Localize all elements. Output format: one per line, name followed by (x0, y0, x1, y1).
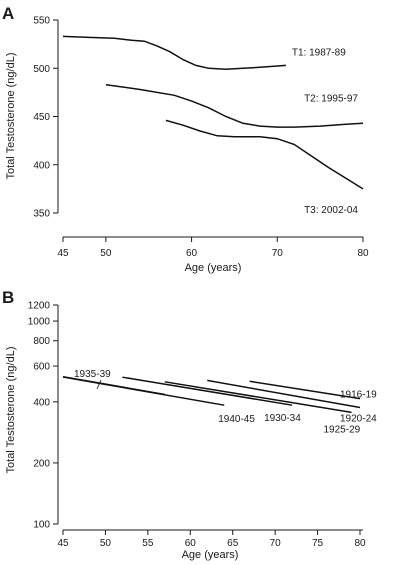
panel-a-x-tick-label: 60 (186, 248, 198, 259)
panel-a-x-axis-title: Age (years) (185, 262, 242, 274)
panel-a-y-tick-label: 350 (33, 209, 50, 220)
series-line-t2-1995-97 (105, 83, 364, 128)
panel-b-label: B (2, 288, 14, 307)
series-label-1925-29: 1925-29 (324, 424, 361, 435)
panel-b: B 100 200 400 600 800 1000 1200 45 50 55 60 65 70 75… (2, 288, 377, 561)
series-label-leader-1935-39 (96, 379, 102, 390)
panel-b-y-tick-label: 400 (33, 397, 50, 408)
panel-b-y-tick-label: 200 (33, 458, 50, 469)
panel-a-x-tick-label: 50 (100, 248, 112, 259)
panel-b-x-axis-title: Age (years) (182, 549, 239, 561)
series-line-1925-29 (164, 381, 352, 414)
panel-b-x-tick-label: 45 (57, 538, 69, 549)
series-label-t3-2002-04: T3: 2002-04 (304, 205, 358, 216)
series-label-1930-34: 1930-34 (264, 413, 301, 424)
panel-a-y-tick-label: 400 (33, 160, 50, 171)
series-line-t1-1987-89 (62, 35, 286, 70)
panel-a-label: A (2, 4, 14, 23)
panel-b-x-tick-label: 60 (185, 538, 197, 549)
panel-a-x-tick-label: 70 (272, 248, 284, 259)
series-label-t2-1995-97: T2: 1995-97 (304, 93, 358, 104)
panel-b-x-tick-label: 75 (312, 538, 324, 549)
panel-b-y-tick-label: 1000 (28, 317, 51, 328)
series-line-1930-34 (122, 376, 293, 406)
panel-a-y-tick-label: 550 (33, 16, 50, 27)
series-label-1916-19: 1916-19 (340, 390, 377, 401)
series-line-1920-24 (207, 379, 361, 409)
panel-b-x-tick-label: 55 (142, 538, 154, 549)
panel-a: A 350 400 450 500 550 45 50 60 70 80 T1: 1987-89… (2, 4, 369, 274)
panel-a-y-tick-label: 450 (33, 112, 50, 123)
series-line-1940-45 (62, 376, 225, 406)
series-label-1940-45: 1940-45 (218, 414, 255, 425)
panel-a-x-tick-label: 80 (357, 248, 369, 259)
panel-b-x-tick-label: 80 (354, 538, 366, 549)
panel-b-y-tick-label: 800 (33, 336, 50, 347)
panel-a-x-tick-label: 45 (57, 248, 69, 259)
series-label-1935-39: 1935-39 (74, 369, 111, 380)
panel-b-y-tick-label: 1200 (28, 301, 51, 312)
series-label-t1-1987-89: T1: 1987-89 (292, 47, 346, 58)
panel-b-x-tick-label: 70 (270, 538, 282, 549)
panel-b-y-axis-title: Total Testosterone (ng/dL) (5, 347, 17, 474)
panel-b-x-tick-label: 65 (227, 538, 239, 549)
panel-b-y-tick-label: 100 (33, 520, 50, 531)
series-label-1920-24: 1920-24 (340, 414, 377, 425)
series-line-t3-2002-04 (165, 119, 364, 190)
panel-b-x-tick-label: 50 (100, 538, 112, 549)
series-line-1916-19 (249, 380, 361, 400)
panel-b-y-tick-label: 600 (33, 362, 50, 373)
panel-a-y-axis-title: Total Testosterone (ng/dL) (5, 53, 17, 180)
panel-a-y-tick-label: 500 (33, 64, 50, 75)
